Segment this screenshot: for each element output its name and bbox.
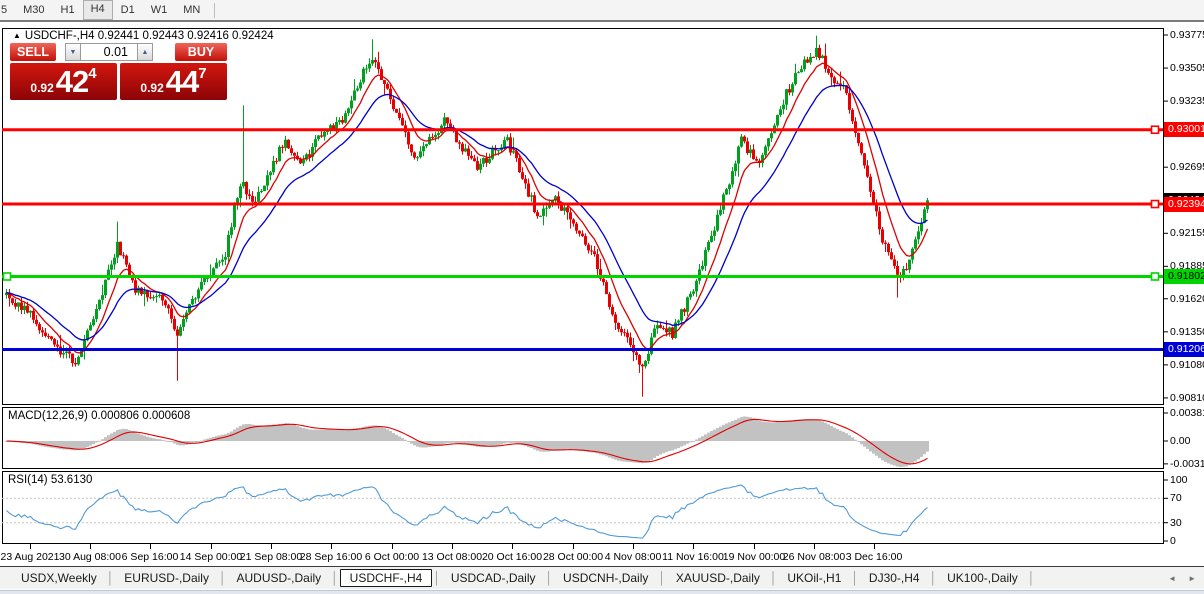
date-axis-label: 4 Nov 08:00 xyxy=(604,551,662,563)
chart-tab-audusd-[interactable]: AUDUSD-,Daily xyxy=(236,571,322,585)
toolbar-separator xyxy=(214,2,216,18)
hline-badge-92394: 0.92394 xyxy=(1164,196,1204,212)
rsi-indicator-label: RSI(14) 53.6130 xyxy=(8,474,93,486)
bid-price-big-digits: 42 xyxy=(55,64,89,99)
rsi-tick-label: 0 xyxy=(1170,535,1176,547)
tab-separator: │ xyxy=(433,571,441,585)
ask-price-display[interactable]: 0.92 44 7 xyxy=(120,63,227,100)
collapse-triangle-icon[interactable]: ▲ xyxy=(13,31,21,40)
timeframe-toolbar: 5 M30 H1 H4 D1 W1 MN xyxy=(0,0,1204,22)
status-strip xyxy=(0,590,1204,594)
rsi-tick-label: 70 xyxy=(1170,492,1182,505)
timeframe-button-h4[interactable]: H4 xyxy=(82,0,113,20)
price-tick-label: 0.92155 xyxy=(1170,227,1204,240)
symbol-ohlc-text: USDCHF-,H4 0.92441 0.92443 0.92416 0.924… xyxy=(24,30,274,42)
price-tick-label: 0.92695 xyxy=(1170,161,1204,174)
tab-separator: │ xyxy=(851,571,859,585)
timeframe-button-mn[interactable]: MN xyxy=(183,4,201,16)
chart-tab-eurusd-[interactable]: EURUSD-,Daily xyxy=(124,571,209,585)
hline-badge-93001: 0.93001 xyxy=(1164,122,1204,138)
chart-tab-usdchf-[interactable]: USDCHF-,H4 xyxy=(339,569,433,587)
timeframe-button-h1[interactable]: H1 xyxy=(60,4,75,16)
price-tick-label: 0.93775 xyxy=(1170,29,1204,41)
tab-separator: │ xyxy=(658,571,666,585)
bid-price-prefix: 0.92 xyxy=(30,81,54,95)
date-axis-label: 30 Aug 08:00 xyxy=(59,551,121,563)
date-axis-label: 26 Nov 08:00 xyxy=(782,551,846,563)
price-tick-label: 0.93235 xyxy=(1170,95,1204,108)
macd-tick-label: 0.00 xyxy=(1170,435,1191,447)
ask-price-big-digits: 44 xyxy=(165,64,199,99)
date-axis-label: 6 Sep 16:00 xyxy=(121,551,179,563)
buy-button[interactable]: BUY xyxy=(175,43,227,61)
macd-indicator-label: MACD(12,26,9) 0.000806 0.000608 xyxy=(8,410,191,422)
chart-tab-bar: USDX,Weekly │ EURUSD-,Daily │ AUDUSD-,Daily │… xyxy=(0,566,1204,589)
ask-price-pipette: 7 xyxy=(198,65,207,82)
tab-separator: │ xyxy=(769,571,778,585)
tab-separator: │ xyxy=(218,571,227,585)
date-axis-label: 21 Sep 08:00 xyxy=(239,551,303,563)
chart-tab-dj30-[interactable]: DJ30-,H4 xyxy=(868,571,920,585)
tab-separator: │ xyxy=(545,571,554,585)
chart-tab-usdcnh-[interactable]: USDCNH-,Daily xyxy=(563,571,649,585)
tabs-scroll-left-icon[interactable]: ◄ xyxy=(1168,573,1177,583)
date-axis-label: 6 Oct 00:00 xyxy=(364,551,420,563)
date-axis-label: 23 Aug 2021 xyxy=(0,551,60,563)
sell-button[interactable]: SELL xyxy=(10,43,56,61)
volume-input[interactable] xyxy=(81,43,137,61)
volume-increase-button[interactable]: ▲ xyxy=(137,43,153,61)
date-axis-label: 19 Nov 00:00 xyxy=(722,551,786,563)
date-axis-label: 14 Sep 00:00 xyxy=(179,551,243,563)
tab-separator: │ xyxy=(331,571,339,585)
timeframe-button-5[interactable]: 5 xyxy=(1,4,8,16)
chart-tab-usdcad-[interactable]: USDCAD-,Daily xyxy=(450,571,536,585)
tabs-scroll-right-icon[interactable]: ► xyxy=(1188,573,1196,583)
one-click-trade-panel: SELL ▼ ▲ BUY 0.92 42 4 0.92 44 7 xyxy=(10,43,227,100)
bid-price-pipette: 4 xyxy=(88,65,97,82)
tab-separator: │ xyxy=(106,571,115,585)
macd-tick-label: -0.003111 xyxy=(1170,457,1204,470)
chart-symbol-header: ▲ USDCHF-,H4 0.92441 0.92443 0.92416 0.92… xyxy=(13,30,274,42)
date-axis-label: 28 Sep 16:00 xyxy=(299,551,363,563)
hline-badge-91206: 0.91206 xyxy=(1164,341,1204,357)
chart-tab-usdx[interactable]: USDX,Weekly xyxy=(21,571,97,585)
timeframe-button-d1[interactable]: D1 xyxy=(120,4,135,16)
chart-tab-uk100-[interactable]: UK100-,Daily xyxy=(947,571,1018,585)
rsi-tick-label: 30 xyxy=(1170,516,1182,529)
chart-tab-xauusd-[interactable]: XAUUSD-,Daily xyxy=(675,571,760,585)
date-axis-label: 20 Oct 16:00 xyxy=(481,551,543,563)
date-axis-label: 11 Nov 16:00 xyxy=(662,551,724,563)
hline-badge-91802: 0.91802 xyxy=(1164,268,1204,284)
price-tick-label: 0.93505 xyxy=(1170,62,1204,75)
rsi-tick-label: 100 xyxy=(1170,474,1188,486)
macd-tick-label: 0.003811 xyxy=(1170,406,1204,419)
tab-separator: │ xyxy=(1027,571,1036,585)
bid-price-display[interactable]: 0.92 42 4 xyxy=(10,63,117,100)
date-axis-label: 13 Oct 08:00 xyxy=(421,551,483,563)
volume-decrease-button[interactable]: ▼ xyxy=(65,43,81,61)
tab-separator: │ xyxy=(929,571,938,585)
ask-price-prefix: 0.92 xyxy=(140,81,164,95)
date-axis-label: 3 Dec 16:00 xyxy=(845,551,903,563)
date-axis-label: 28 Oct 00:00 xyxy=(542,551,604,563)
timeframe-button-w1[interactable]: W1 xyxy=(150,4,168,16)
timeframe-button-m30[interactable]: M30 xyxy=(23,4,45,16)
chart-tab-ukoil-[interactable]: UKOil-,H1 xyxy=(787,571,842,585)
